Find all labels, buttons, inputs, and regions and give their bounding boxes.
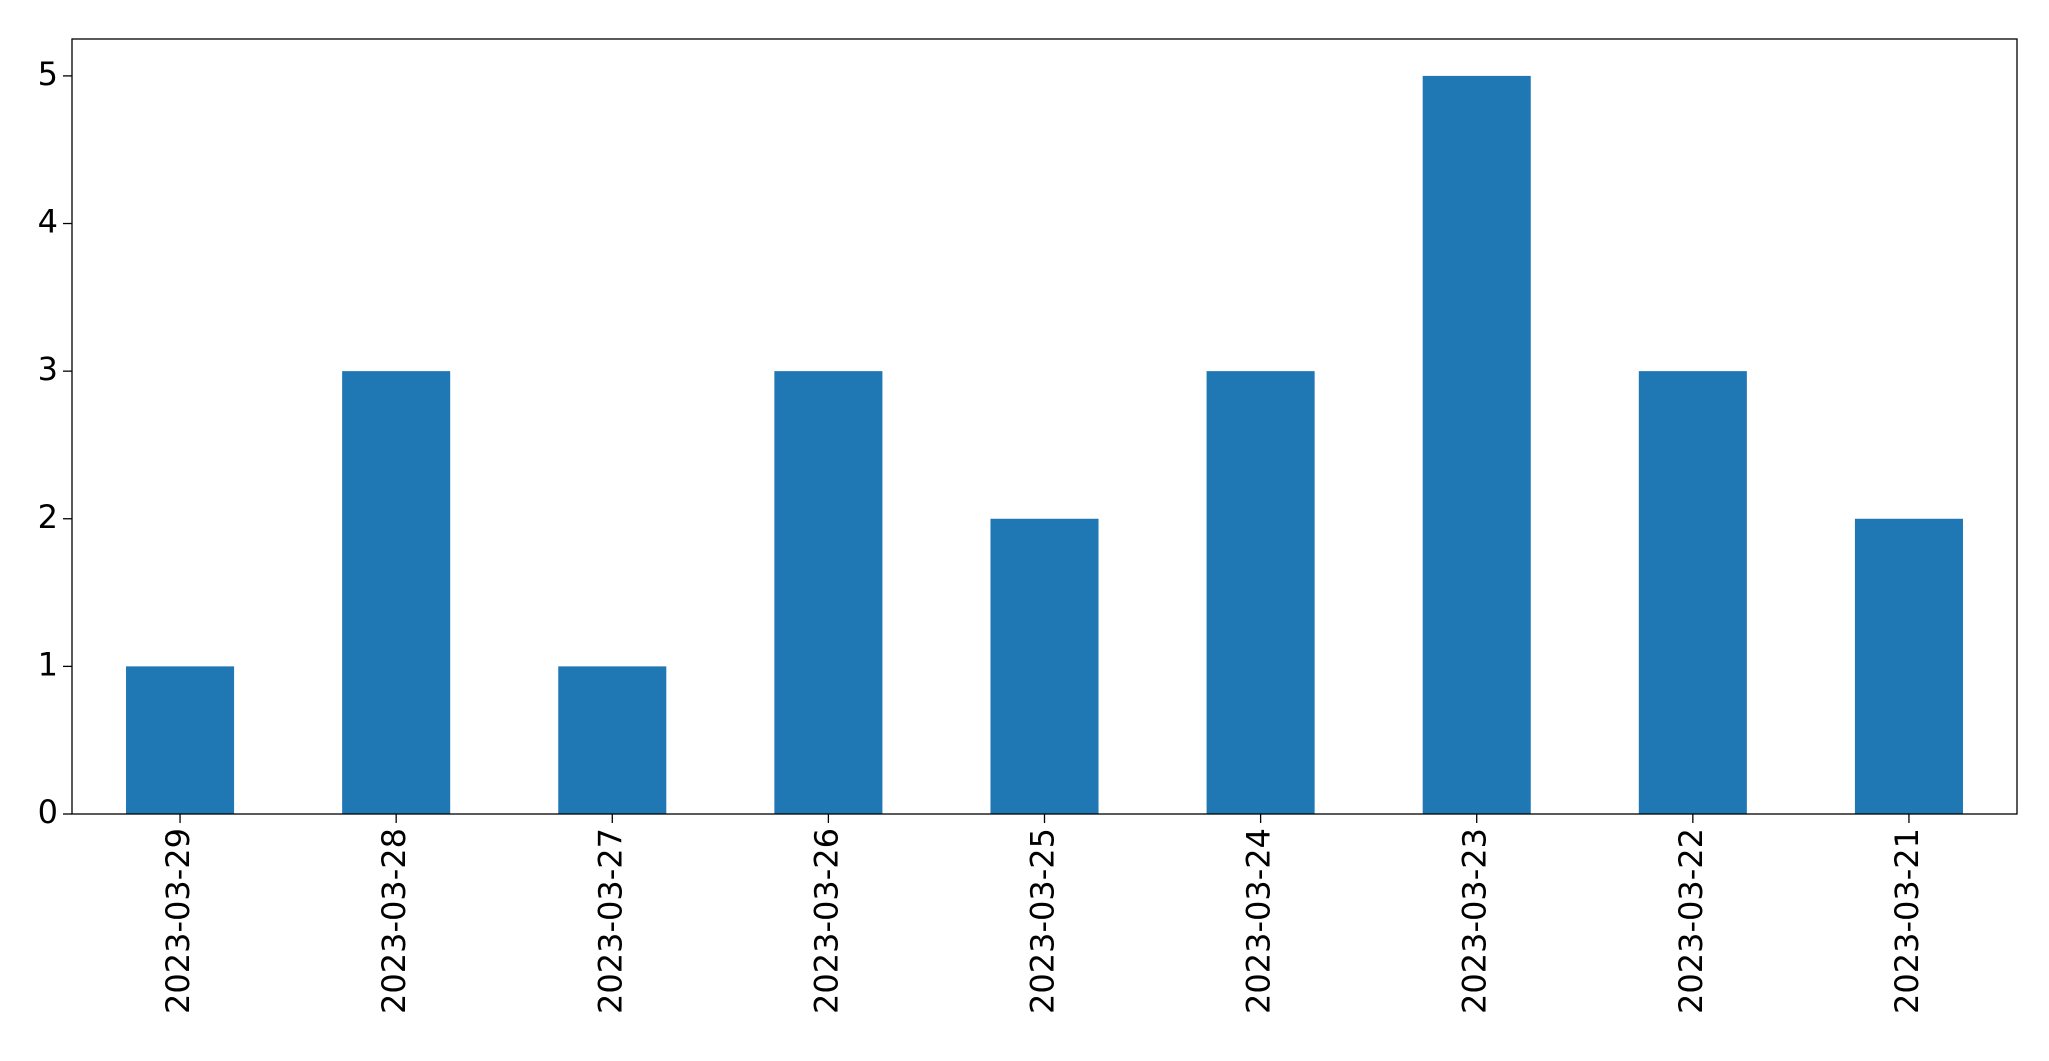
y-tick-label: 2 bbox=[38, 498, 58, 536]
bar bbox=[126, 666, 235, 814]
bar bbox=[1854, 518, 1963, 814]
x-tick-label: 2023-03-27 bbox=[591, 828, 629, 1014]
bar bbox=[1422, 75, 1531, 814]
y-tick-label: 0 bbox=[38, 793, 58, 831]
x-tick-label: 2023-03-26 bbox=[807, 828, 845, 1014]
y-tick-label: 5 bbox=[38, 55, 58, 93]
x-tick-label: 2023-03-29 bbox=[159, 828, 197, 1014]
x-tick-label: 2023-03-22 bbox=[1672, 828, 1710, 1014]
y-tick-label: 1 bbox=[38, 645, 58, 683]
bar bbox=[1638, 371, 1747, 814]
y-tick-label: 3 bbox=[38, 350, 58, 388]
bar bbox=[990, 518, 1099, 814]
bar bbox=[1206, 371, 1315, 814]
x-tick-label: 2023-03-25 bbox=[1024, 828, 1062, 1014]
bar bbox=[558, 666, 667, 814]
x-tick-label: 2023-03-24 bbox=[1240, 828, 1278, 1014]
plot-frame bbox=[71, 38, 2018, 815]
bar bbox=[342, 371, 451, 814]
bar bbox=[774, 371, 883, 814]
x-tick-label: 2023-03-21 bbox=[1888, 828, 1926, 1014]
y-tick-label: 4 bbox=[38, 203, 58, 241]
x-tick-label: 2023-03-28 bbox=[375, 828, 413, 1014]
x-tick-label: 2023-03-23 bbox=[1456, 828, 1494, 1014]
